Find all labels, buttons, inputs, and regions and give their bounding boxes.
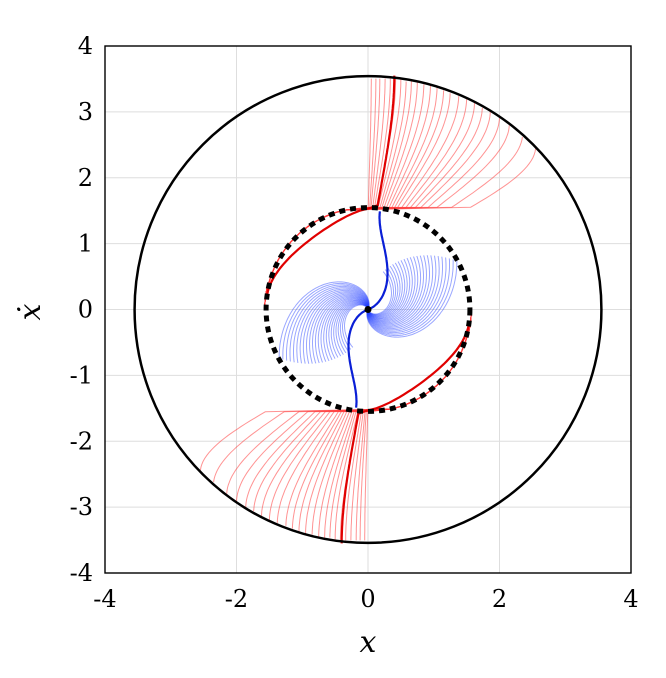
trajectory-line [314, 295, 369, 364]
trajectory-line [367, 255, 424, 325]
trajectory-line [366, 257, 447, 334]
equilibrium-point [364, 306, 372, 313]
trajectory-line [367, 261, 406, 319]
y-tick-label: 1 [78, 230, 93, 258]
trajectory-line [306, 292, 369, 364]
trajectory-line [367, 264, 401, 317]
trajectory-line [367, 262, 403, 318]
trajectory-line [367, 265, 399, 317]
trajectory-line [289, 285, 370, 362]
trajectory-line [278, 281, 370, 359]
trajectory-line [302, 291, 369, 364]
trajectory-line [367, 255, 422, 324]
trajectory-line [339, 303, 369, 352]
trajectory-line [320, 297, 369, 362]
trajectory-line [333, 301, 369, 357]
x-tick-label: 0 [360, 585, 375, 613]
y-axis-label: ẋ [13, 303, 48, 320]
trajectory-line [323, 298, 369, 362]
trajectory-line [367, 257, 416, 322]
y-tick-label: 0 [78, 296, 93, 324]
trajectory-line [325, 299, 369, 361]
separatrix-line [340, 322, 471, 544]
trajectory-line [367, 260, 408, 319]
trajectory-line [335, 302, 369, 355]
trajectory-line [366, 260, 458, 338]
boundary-circles [133, 74, 603, 545]
slow-manifold-line [367, 211, 389, 311]
trajectory-line [337, 302, 369, 354]
trajectory-line [367, 256, 419, 323]
trajectory-line [366, 258, 450, 335]
x-tick-label: 2 [492, 585, 507, 613]
inner-trajectories [278, 211, 458, 408]
tick-labels: -4 -2 0 2 4 4 3 2 1 0 -1 -2 -3 -4 [70, 32, 639, 613]
y-tick-label: -3 [70, 493, 93, 521]
outer-circle [133, 74, 603, 545]
trajectory-line [367, 258, 411, 320]
trajectory-line [330, 300, 369, 358]
trajectory-line [296, 288, 369, 363]
trajectory-line [312, 294, 369, 364]
y-tick-label: 4 [78, 32, 93, 60]
x-tick-label: -2 [225, 585, 248, 613]
trajectory-line [367, 255, 430, 327]
trajectory-line [367, 255, 437, 330]
trajectory-line [367, 256, 440, 331]
y-tick-label: -1 [70, 361, 93, 389]
y-tick-label: 2 [78, 164, 93, 192]
trajectory-line [367, 255, 434, 328]
slow-manifold-line [347, 308, 369, 408]
trajectory-line [344, 304, 369, 348]
trajectory-line [342, 303, 369, 350]
trajectory-line [366, 259, 454, 337]
trajectory-line [282, 282, 370, 360]
trajectory-line [328, 300, 369, 359]
x-tick-label: -4 [93, 585, 116, 613]
separatrix-line [265, 75, 396, 297]
plot-frame [104, 45, 632, 574]
trajectory-line [317, 296, 369, 363]
y-tick-label: -4 [70, 559, 93, 587]
trajectory-line [367, 267, 397, 316]
trajectory-line [367, 257, 413, 321]
y-tick-label: -2 [70, 427, 93, 455]
trajectory-line [286, 284, 370, 361]
x-axis-label: x [360, 625, 377, 660]
x-tick-label: 4 [623, 585, 638, 613]
trajectory-line [367, 255, 428, 326]
trajectory-line [367, 256, 443, 332]
trajectory-line [293, 287, 369, 363]
trajectory-line [308, 293, 369, 364]
trajectory-line [367, 271, 392, 315]
inner-limit-circle [263, 205, 473, 414]
trajectory-line [367, 269, 394, 316]
y-tick-label: 3 [78, 98, 93, 126]
trajectory-line [299, 289, 369, 364]
